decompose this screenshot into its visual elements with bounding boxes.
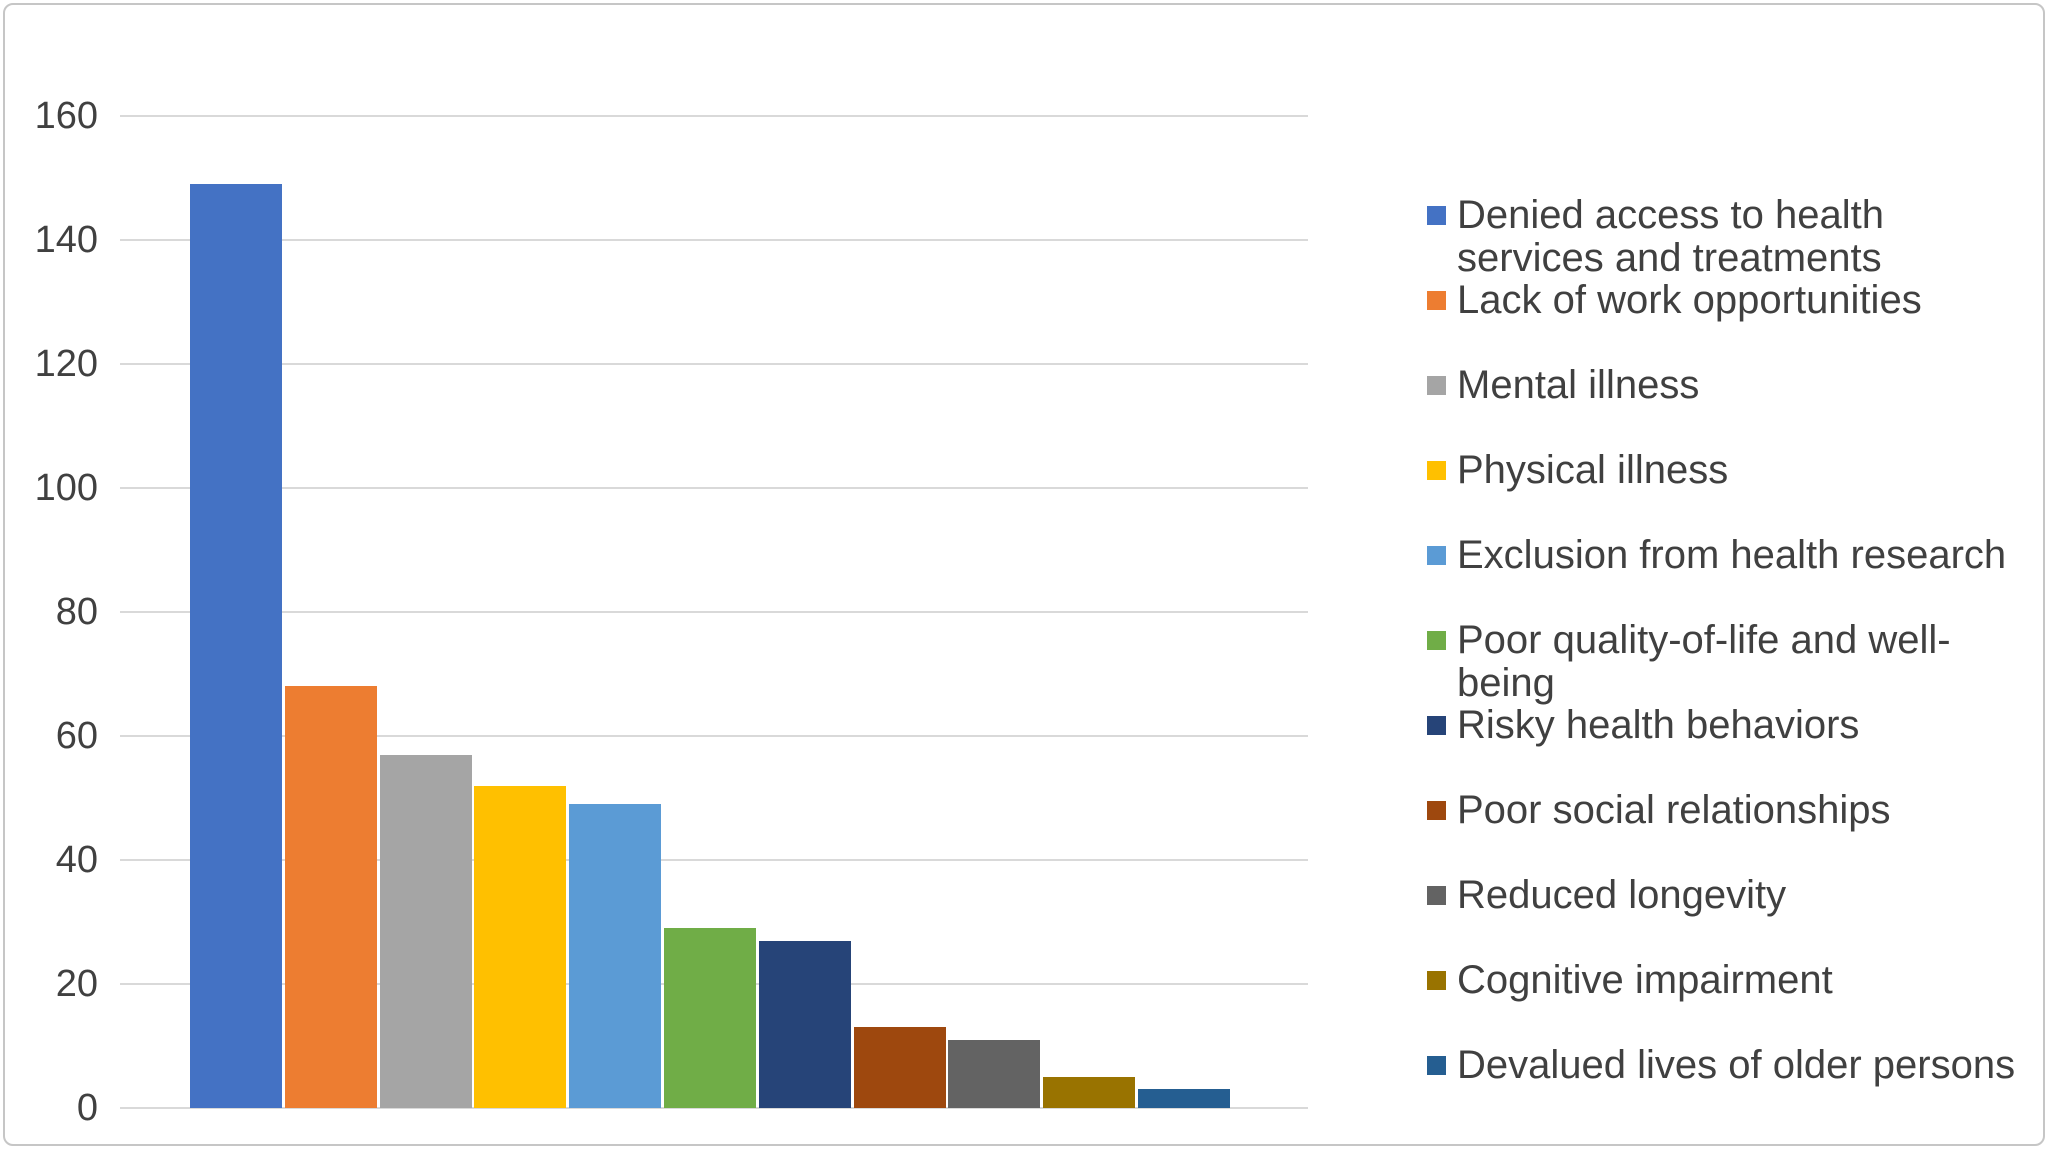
legend-item: Lack of work opportunities (1427, 279, 2037, 322)
y-axis-tick-label: 160 (34, 95, 98, 137)
legend-item: Exclusion from health research (1427, 534, 2037, 577)
legend-label: Devalued lives of older persons (1457, 1043, 2016, 1087)
legend-label: Physical illness (1457, 448, 1729, 492)
legend-marker (1427, 801, 1446, 820)
legend-label: Poor quality-of-life and well-being (1457, 618, 1951, 705)
y-axis-tick-label: 60 (55, 715, 98, 757)
bar (1043, 1077, 1135, 1108)
bar (854, 1027, 946, 1108)
legend-label: Risky health behaviors (1457, 703, 1860, 747)
legend-marker (1427, 886, 1446, 905)
legend-marker (1427, 716, 1446, 735)
gridline (120, 735, 1308, 737)
legend-label: Exclusion from health research (1457, 533, 2007, 577)
legend-label: Cognitive impairment (1457, 958, 1833, 1002)
legend-item: Denied access to health services and tre… (1427, 194, 2037, 280)
bar (285, 686, 377, 1108)
legend-item: Reduced longevity (1427, 874, 2037, 917)
legend-label: Poor social relationships (1457, 788, 1891, 832)
legend-item: Risky health behaviors (1427, 704, 2037, 747)
legend-item: Poor social relationships (1427, 789, 2037, 832)
bar (190, 184, 282, 1108)
gridline (120, 611, 1308, 613)
y-axis-tick-label: 100 (34, 467, 98, 509)
legend-label: Denied access to health services and tre… (1457, 193, 1884, 280)
y-axis-tick-label: 40 (55, 839, 98, 881)
gridline (120, 239, 1308, 241)
bar (1138, 1089, 1230, 1108)
legend-marker (1427, 461, 1446, 480)
legend-label: Lack of work opportunities (1457, 278, 1922, 322)
legend-marker (1427, 546, 1446, 565)
y-axis-tick-label: 0 (76, 1087, 98, 1129)
bar (664, 928, 756, 1108)
gridline (120, 859, 1308, 861)
legend-marker (1427, 291, 1446, 310)
gridline (120, 363, 1308, 365)
legend-marker (1427, 206, 1446, 225)
bar (948, 1040, 1040, 1108)
bar (759, 941, 851, 1108)
legend-item: Physical illness (1427, 449, 2037, 492)
legend-marker (1427, 631, 1446, 650)
gridline (120, 115, 1308, 117)
legend-label: Reduced longevity (1457, 873, 1787, 917)
gridline (120, 1107, 1308, 1109)
bar (569, 804, 661, 1108)
legend-item: Cognitive impairment (1427, 959, 2037, 1002)
legend-item: Devalued lives of older persons (1427, 1044, 2037, 1087)
legend-marker (1427, 376, 1446, 395)
gridline (120, 487, 1308, 489)
bar (380, 755, 472, 1108)
legend-marker (1427, 971, 1446, 990)
y-axis-tick-label: 80 (55, 591, 98, 633)
legend-marker (1427, 1056, 1446, 1075)
legend-item: Mental illness (1427, 364, 2037, 407)
legend-item: Poor quality-of-life and well-being (1427, 619, 2037, 705)
y-axis-tick-label: 140 (34, 219, 98, 261)
y-axis-tick-label: 20 (55, 963, 98, 1005)
y-axis-tick-label: 120 (34, 343, 98, 385)
bar (474, 786, 566, 1108)
legend-label: Mental illness (1457, 363, 1700, 407)
